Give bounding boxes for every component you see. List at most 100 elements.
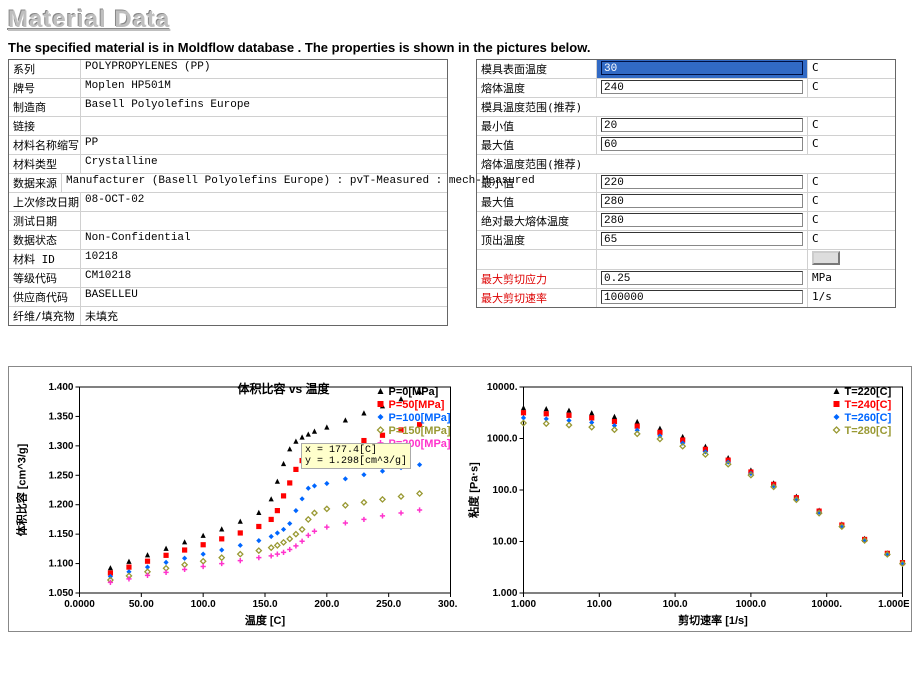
table-row: 测试日期 xyxy=(9,212,447,231)
svg-text:1.100: 1.100 xyxy=(48,559,73,570)
row-label: 最小值 xyxy=(477,117,597,135)
svg-text:100.0: 100.0 xyxy=(492,485,517,496)
intro-text: The specified material is in Moldflow da… xyxy=(8,40,912,55)
row-label: 最大剪切速率 xyxy=(477,289,597,307)
row-unit: C xyxy=(807,60,847,78)
svg-text:P=100[MPa]: P=100[MPa] xyxy=(389,412,451,424)
page-title: Material Data xyxy=(8,6,912,34)
row-label: 最大值 xyxy=(477,136,597,154)
row-label: 链接 xyxy=(9,117,81,135)
row-value: CM10218 xyxy=(81,269,447,287)
table-row: 最大剪切速率1000001/s xyxy=(477,289,895,307)
viscosity-chart: 1.00010.00100.01000.010000.1.00010.00100… xyxy=(463,373,909,629)
row-value-input[interactable]: 280 xyxy=(597,212,807,230)
row-label: 最大值 xyxy=(477,193,597,211)
row-value-input[interactable]: 65 xyxy=(597,231,807,249)
row-value-input[interactable]: 30 xyxy=(597,60,807,78)
row-value: Basell Polyolefins Europe xyxy=(81,98,447,116)
left-table: 系列POLYPROPYLENES (PP)牌号Moplen HP501M制造商B… xyxy=(8,59,448,326)
svg-text:250.0: 250.0 xyxy=(376,599,401,610)
row-unit: C xyxy=(807,212,847,230)
svg-text:1.400: 1.400 xyxy=(48,382,73,393)
row-label: 绝对最大熔体温度 xyxy=(477,212,597,230)
row-label: 制造商 xyxy=(9,98,81,116)
table-row: 材料类型Crystalline xyxy=(9,155,447,174)
section-header: 模具温度范围(推荐) xyxy=(477,98,895,116)
row-value: POLYPROPYLENES (PP) xyxy=(81,60,447,78)
row-value: 10218 xyxy=(81,250,447,268)
row-label: 材料名称缩写 xyxy=(9,136,81,154)
row-label: 顶出温度 xyxy=(477,231,597,249)
table-row: 数据来源Manufacturer (Basell Polyolefins Eur… xyxy=(9,174,447,193)
row-value: PP xyxy=(81,136,447,154)
table-row: 材料 ID10218 xyxy=(9,250,447,269)
row-value-input[interactable]: 220 xyxy=(597,174,807,192)
row-value: Crystalline xyxy=(81,155,447,173)
table-row: 模具表面温度30C xyxy=(477,60,895,79)
row-unit: 1/s xyxy=(807,289,847,307)
table-row: 最大值60C xyxy=(477,136,895,155)
row-value-input[interactable]: 20 xyxy=(597,117,807,135)
row-unit: MPa xyxy=(807,270,847,288)
svg-text:体积比容 vs 温度: 体积比容 vs 温度 xyxy=(238,381,331,396)
row-label: 等级代码 xyxy=(9,269,81,287)
chart-tooltip: x = 177.4[C]y = 1.298[cm^3/g] xyxy=(301,443,411,469)
svg-text:温度 [C]: 温度 [C] xyxy=(245,613,286,627)
row-value: BASELLEU xyxy=(81,288,447,306)
table-row: 最小值220C xyxy=(477,174,895,193)
row-label: 熔体温度 xyxy=(477,79,597,97)
table-row: 最小值20C xyxy=(477,117,895,136)
row-value-input[interactable]: 100000 xyxy=(597,289,807,307)
svg-text:1.050: 1.050 xyxy=(48,588,73,599)
row-unit: C xyxy=(807,117,847,135)
browse-button[interactable] xyxy=(812,251,840,265)
table-row: 熔体温度240C xyxy=(477,79,895,98)
row-label: 牌号 xyxy=(9,79,81,97)
right-table: 模具表面温度30C熔体温度240C模具温度范围(推荐)最小值20C最大值60C熔… xyxy=(476,59,896,308)
property-tables: 系列POLYPROPYLENES (PP)牌号Moplen HP501M制造商B… xyxy=(8,59,912,326)
row-value-input[interactable]: 280 xyxy=(597,193,807,211)
svg-text:剪切速率 [1/s]: 剪切速率 [1/s] xyxy=(678,613,748,627)
row-value-input[interactable]: 60 xyxy=(597,136,807,154)
row-unit: C xyxy=(807,174,847,192)
row-value-input[interactable]: 0.25 xyxy=(597,270,807,288)
svg-text:P=0[MPa]: P=0[MPa] xyxy=(389,386,439,398)
svg-text:300.0: 300.0 xyxy=(438,599,457,610)
svg-text:1.300: 1.300 xyxy=(48,441,73,452)
svg-text:1.200: 1.200 xyxy=(48,500,73,511)
svg-text:100.0: 100.0 xyxy=(663,599,688,610)
table-row: 等级代码CM10218 xyxy=(9,269,447,288)
svg-text:1000.0: 1000.0 xyxy=(487,434,518,445)
svg-text:50.00: 50.00 xyxy=(129,599,154,610)
charts-panel: 1.0501.1001.1501.2001.2501.3001.3501.400… xyxy=(8,366,912,632)
svg-text:10000.: 10000. xyxy=(811,599,842,610)
svg-text:100.0: 100.0 xyxy=(191,599,216,610)
table-row: 系列POLYPROPYLENES (PP) xyxy=(9,60,447,79)
svg-text:150.0: 150.0 xyxy=(252,599,277,610)
row-label: 上次修改日期 xyxy=(9,193,81,211)
row-value: 未填充 xyxy=(81,307,447,325)
table-row: 熔体温度范围(推荐) xyxy=(477,155,895,174)
svg-text:T=220[C]: T=220[C] xyxy=(845,386,892,398)
row-label: 数据来源 xyxy=(9,174,62,192)
svg-text:粘度 [Pa·s]: 粘度 [Pa·s] xyxy=(467,462,481,518)
svg-text:1000.0: 1000.0 xyxy=(736,599,767,610)
svg-text:1.150: 1.150 xyxy=(48,529,73,540)
row-value-input[interactable]: 240 xyxy=(597,79,807,97)
row-unit: C xyxy=(807,193,847,211)
svg-text:T=260[C]: T=260[C] xyxy=(845,412,892,424)
row-value xyxy=(81,117,447,135)
svg-text:体积比容 [cm^3/g]: 体积比容 [cm^3/g] xyxy=(15,443,29,536)
table-row: 制造商Basell Polyolefins Europe xyxy=(9,98,447,117)
row-label: 纤维/填充物 xyxy=(9,307,81,325)
row-label: 材料 ID xyxy=(9,250,81,268)
row-label: 最大剪切应力 xyxy=(477,270,597,288)
svg-text:10.00: 10.00 xyxy=(492,537,517,548)
row-value xyxy=(81,212,447,230)
row-value: Manufacturer (Basell Polyolefins Europe)… xyxy=(62,174,539,192)
table-row: 模具温度范围(推荐) xyxy=(477,98,895,117)
row-label: 供应商代码 xyxy=(9,288,81,306)
row-value: Non-Confidential xyxy=(81,231,447,249)
table-row: 上次修改日期08-OCT-02 xyxy=(9,193,447,212)
row-label: 测试日期 xyxy=(9,212,81,230)
